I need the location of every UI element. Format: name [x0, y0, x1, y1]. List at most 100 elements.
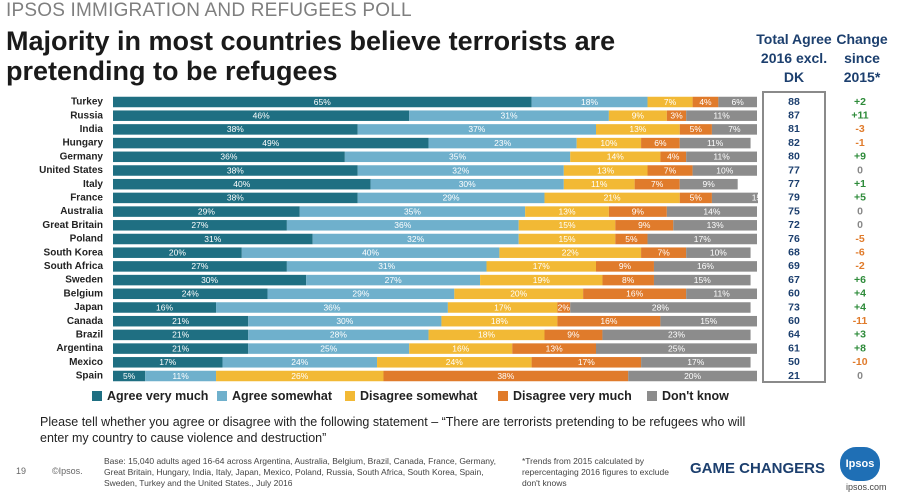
value-label: 10%	[716, 165, 733, 175]
bar-segment	[647, 233, 757, 245]
total-value: 69	[788, 260, 800, 272]
total-value: 76	[788, 233, 800, 245]
value-label: 15%	[559, 220, 576, 230]
category-label: Australia	[60, 206, 103, 217]
value-label: 4%	[667, 152, 680, 162]
value-label: 17%	[687, 357, 704, 367]
bar-segment	[608, 110, 667, 121]
value-label: 11%	[172, 371, 189, 381]
bar-segment	[447, 302, 558, 313]
bar-segment	[531, 96, 648, 108]
value-label: 35%	[449, 152, 466, 162]
bar-segment	[312, 233, 519, 245]
category-label: Turkey	[71, 97, 103, 108]
total-value: 50	[788, 356, 800, 368]
trend-note: *Trends from 2015 calculated by repercen…	[522, 456, 669, 488]
bar-segment	[454, 288, 584, 300]
bar-segment	[480, 274, 603, 286]
bar-segment	[428, 329, 545, 341]
change-value: -11	[853, 315, 868, 327]
value-label: 21%	[172, 316, 189, 326]
legend-label: Disagree somewhat	[360, 389, 478, 403]
value-label: 8%	[622, 275, 635, 285]
bar-segment	[602, 329, 751, 341]
total-header: Total Agree 2016 excl. DK	[756, 31, 832, 85]
bar-segment	[299, 206, 526, 217]
bar-segment	[563, 178, 635, 190]
bar-segment	[602, 274, 654, 286]
bar-segment	[666, 110, 687, 121]
bar-segment	[660, 315, 757, 327]
value-label: 20%	[510, 289, 527, 299]
value-label: 25%	[320, 343, 337, 353]
bar-segment	[113, 206, 300, 217]
change-value: -1	[855, 137, 864, 149]
total-value: 88	[788, 96, 800, 108]
bar-segment	[686, 151, 757, 163]
bar-segment	[512, 343, 596, 354]
value-label: 38%	[497, 371, 514, 381]
header: IPSOS IMMIGRATION AND REFUGEES POLL	[6, 0, 412, 21]
value-label: 17%	[578, 357, 595, 367]
value-label: 17%	[494, 302, 511, 312]
value-label: 46%	[253, 110, 270, 120]
bar-segment	[711, 192, 758, 204]
base-note: Base: 15,040 adults aged 16-64 across Ar…	[104, 456, 497, 488]
bar-segment	[248, 343, 410, 354]
legend-label: Agree somewhat	[232, 389, 333, 403]
bar-segment	[692, 96, 719, 108]
category-label: Mexico	[69, 357, 103, 368]
change-value: +8	[854, 342, 866, 354]
bar-segment	[357, 165, 564, 176]
value-label: 30%	[336, 316, 353, 326]
bar-segment	[679, 137, 751, 149]
value-label: 2%	[558, 302, 571, 312]
bar-segment	[113, 178, 371, 190]
bar-segment	[113, 370, 146, 382]
value-label: 10%	[600, 138, 617, 148]
bar-segment	[647, 96, 693, 108]
value-label: 20%	[169, 247, 186, 257]
value-label: 14%	[703, 206, 720, 216]
bar-segment	[576, 137, 642, 149]
value-label: 6%	[654, 138, 667, 148]
value-label: 11%	[713, 289, 730, 299]
value-label: 25%	[668, 343, 685, 353]
bar-segment	[653, 261, 757, 272]
value-label: 16%	[452, 343, 469, 353]
bar-segment	[608, 206, 667, 217]
value-label: 13%	[546, 343, 563, 353]
bar-segment	[286, 261, 487, 272]
value-label: 29%	[443, 193, 460, 203]
bar-segment	[113, 151, 345, 163]
value-label: 27%	[191, 261, 208, 271]
copyright: ©Ipsos.	[52, 466, 83, 476]
total-value: 61	[788, 342, 800, 354]
bar-segment	[113, 329, 249, 341]
value-label: 23%	[668, 330, 685, 340]
bar-segment	[306, 274, 481, 286]
value-label: 4%	[699, 97, 712, 107]
legend-swatch	[217, 391, 227, 401]
bar-segment	[634, 178, 680, 190]
bar-segment	[686, 247, 751, 258]
bar-segment	[222, 357, 378, 368]
change-value: 0	[857, 205, 863, 217]
category-label: Sweden	[65, 275, 103, 286]
value-label: 22%	[562, 247, 579, 257]
value-label: 18%	[581, 97, 598, 107]
value-label: 28%	[330, 330, 347, 340]
category-label: Brazil	[76, 330, 103, 341]
bar-segment	[248, 329, 429, 341]
value-label: 7%	[664, 165, 677, 175]
bar-segment	[570, 302, 751, 313]
value-label: 9%	[567, 330, 580, 340]
change-value: +3	[854, 329, 866, 341]
bar-segment	[377, 357, 532, 368]
bar-segment	[113, 288, 268, 300]
legend-label: Disagree very much	[513, 389, 632, 403]
question-text: Please tell whether you agree or disagre…	[40, 415, 746, 445]
total-value: 60	[788, 315, 800, 327]
bar-segment	[557, 302, 571, 313]
value-label: 36%	[220, 152, 237, 162]
